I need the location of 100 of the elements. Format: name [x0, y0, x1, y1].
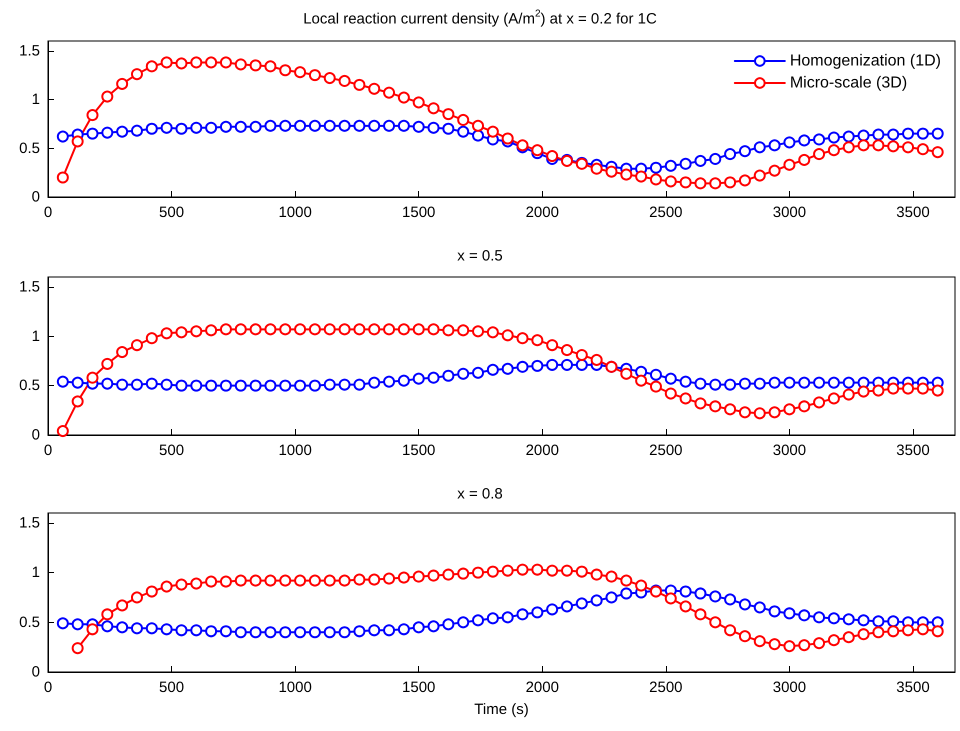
point — [412, 570, 425, 583]
point — [887, 382, 900, 395]
x-tick-label: 2000 — [526, 679, 559, 696]
point — [680, 600, 692, 612]
point — [842, 388, 855, 401]
point — [842, 141, 855, 154]
point — [828, 634, 840, 646]
point — [250, 380, 262, 392]
point — [86, 372, 98, 384]
point — [353, 78, 366, 91]
point — [190, 624, 202, 636]
point — [72, 395, 84, 408]
y-tick-label: 0.5 — [19, 614, 40, 631]
point — [116, 346, 128, 358]
point — [546, 358, 558, 371]
point — [383, 572, 396, 585]
point — [56, 425, 69, 438]
point — [768, 406, 781, 418]
point — [279, 626, 292, 638]
point — [798, 134, 810, 146]
point — [531, 334, 544, 346]
point — [813, 396, 826, 408]
point — [650, 380, 662, 393]
point — [664, 592, 677, 604]
x-tick-label: 3500 — [896, 679, 930, 696]
point — [590, 162, 603, 175]
point — [101, 608, 114, 620]
point — [858, 628, 870, 640]
point — [383, 86, 396, 99]
point — [902, 128, 914, 140]
point — [858, 614, 870, 626]
point — [264, 626, 276, 638]
point — [250, 59, 262, 72]
point — [279, 380, 292, 392]
point — [101, 620, 114, 632]
point — [457, 126, 470, 138]
point — [916, 382, 929, 395]
point — [650, 173, 662, 186]
y-tick-label: 1.5 — [19, 42, 40, 60]
point — [502, 329, 514, 342]
point — [279, 120, 292, 132]
point — [250, 323, 262, 336]
point — [294, 574, 306, 587]
point — [220, 625, 232, 638]
point — [116, 78, 128, 90]
point — [101, 90, 114, 103]
point — [190, 325, 202, 338]
point — [130, 339, 143, 352]
point — [308, 120, 321, 132]
point — [724, 378, 736, 391]
point — [412, 120, 425, 133]
y-tick-label: 0.5 — [19, 140, 40, 157]
point — [101, 378, 114, 390]
point — [130, 68, 143, 80]
point — [694, 608, 706, 620]
point — [576, 566, 588, 578]
point — [783, 136, 796, 148]
point — [502, 611, 514, 624]
point — [338, 323, 351, 336]
point — [294, 120, 306, 132]
point — [428, 122, 440, 134]
point — [783, 403, 796, 416]
point — [86, 128, 98, 140]
point — [872, 128, 884, 141]
y-tick-label: 1 — [32, 91, 40, 108]
point — [160, 122, 173, 134]
point — [442, 568, 454, 581]
x-tick-label: 500 — [159, 204, 184, 221]
x-tick-label: 3000 — [772, 679, 806, 696]
point — [828, 144, 840, 156]
point — [442, 370, 454, 382]
x-tick-label: 3000 — [772, 204, 806, 221]
point — [664, 372, 677, 385]
point — [590, 568, 603, 581]
point — [324, 323, 336, 336]
point — [887, 128, 900, 141]
point — [754, 601, 766, 614]
point — [813, 148, 826, 160]
point — [694, 397, 706, 410]
point — [175, 380, 188, 392]
point — [279, 323, 292, 336]
point — [932, 384, 944, 397]
point — [338, 74, 351, 87]
point — [680, 176, 692, 188]
point — [146, 332, 158, 344]
point — [220, 56, 232, 68]
point — [546, 150, 558, 162]
x-tick-label: 2000 — [526, 442, 559, 459]
point — [338, 626, 351, 638]
point — [294, 380, 306, 392]
point — [398, 623, 410, 636]
point — [190, 380, 202, 392]
point — [428, 102, 440, 114]
point — [353, 323, 366, 336]
point — [842, 631, 855, 644]
point — [398, 572, 410, 584]
point — [872, 626, 884, 638]
point — [205, 56, 218, 68]
point — [576, 597, 588, 610]
point — [694, 177, 706, 190]
